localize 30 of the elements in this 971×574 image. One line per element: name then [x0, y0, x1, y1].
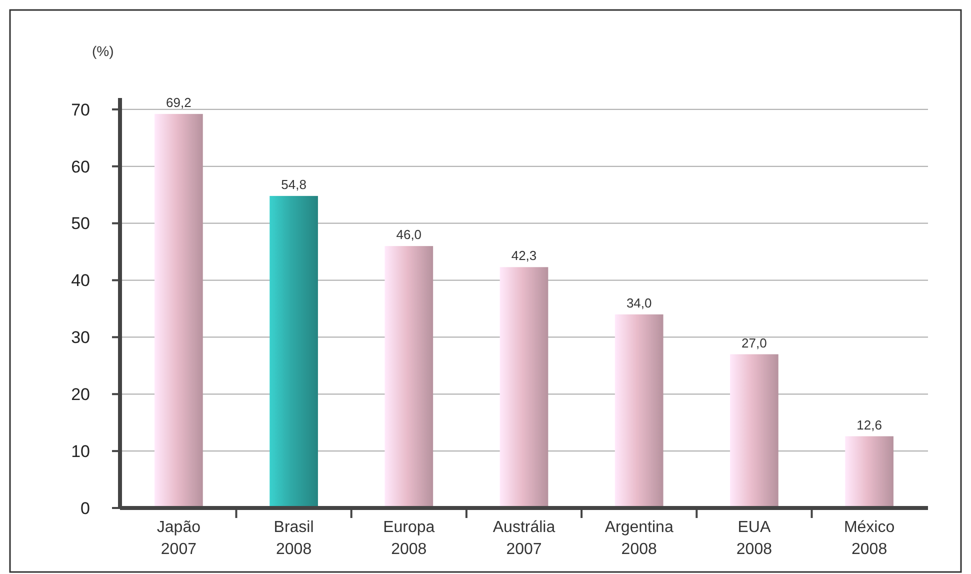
- y-tick-label: 40: [71, 271, 90, 290]
- bar: [614, 314, 664, 508]
- y-tick-label: 0: [80, 498, 90, 518]
- bar: [730, 354, 778, 508]
- x-tick-label: México 2008: [844, 519, 895, 558]
- y-tick-label: 60: [71, 157, 90, 176]
- data-label: 12,6: [856, 417, 882, 432]
- x-tick-label: Argentina 2008: [604, 519, 674, 558]
- y-tick-label: 70: [71, 100, 90, 120]
- data-label: 54,8: [281, 176, 306, 192]
- x-tick-label: Europa 2008: [383, 519, 435, 558]
- x-tick-label: EUA 2008: [736, 519, 772, 558]
- data-label: 27,0: [742, 335, 767, 350]
- x-tick-label: Japão 2007: [156, 519, 201, 558]
- bar: [270, 196, 318, 508]
- data-label: 34,0: [626, 295, 652, 310]
- y-tick-label: 20: [71, 385, 90, 404]
- bar: [500, 267, 548, 508]
- data-label: 46,0: [396, 227, 422, 242]
- y-tick-label: 10: [71, 442, 90, 462]
- bar: [845, 436, 894, 508]
- x-tick-label: Austrália 2007: [492, 519, 556, 558]
- y-tick-label: 30: [71, 328, 90, 348]
- data-label: 69,2: [166, 94, 192, 110]
- data-label: 42,3: [511, 248, 537, 264]
- bar: [154, 114, 203, 508]
- x-tick-label: Brasil 2008: [274, 519, 314, 558]
- bar: [384, 246, 434, 508]
- y-axis-title: (%): [92, 43, 114, 59]
- y-tick-label: 50: [71, 214, 90, 234]
